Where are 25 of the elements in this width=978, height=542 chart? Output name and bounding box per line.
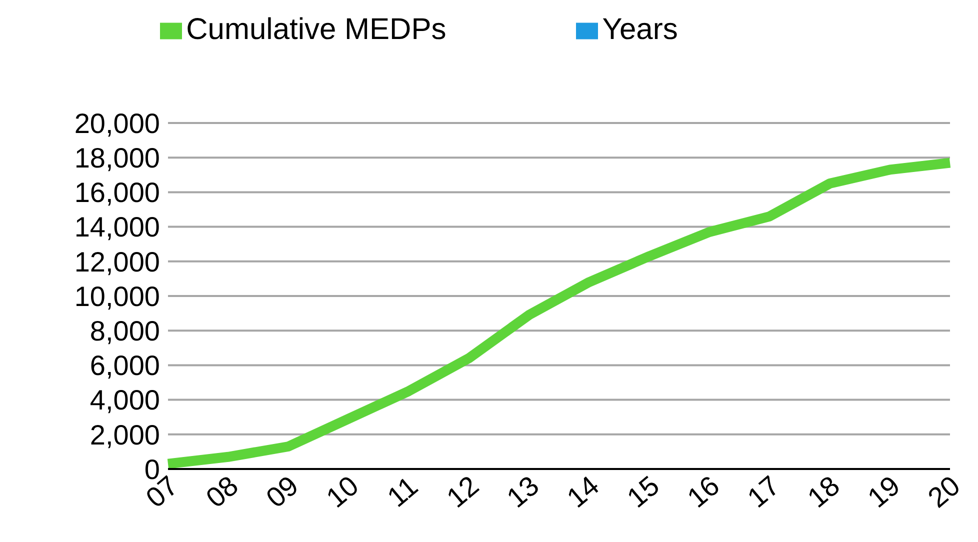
x-tick-label: 08 (200, 470, 244, 514)
x-tick-label: 17 (742, 470, 786, 514)
legend-label: Cumulative MEDPs (186, 13, 446, 46)
x-tick-label: 13 (500, 470, 545, 514)
x-tick-label: 14 (561, 470, 605, 514)
x-tick-label: 09 (260, 470, 304, 514)
x-tick-label: 18 (802, 470, 846, 514)
y-tick-label: 20,000 (74, 108, 160, 139)
y-tick-label: 10,000 (74, 280, 160, 312)
x-tick-label: 15 (621, 470, 666, 514)
y-tick-label: 12,000 (74, 246, 160, 278)
y-tick-label: 18,000 (74, 142, 160, 174)
y-tick-label: 14,000 (74, 212, 160, 243)
x-tick-label: 10 (320, 470, 364, 514)
y-tick-label: 6,000 (90, 350, 160, 382)
legend-label: Years (602, 13, 678, 46)
x-tick-label: 12 (440, 470, 485, 514)
x-tick-label: 19 (862, 470, 906, 514)
y-tick-label: 16,000 (74, 177, 160, 208)
x-tick-label: 11 (381, 470, 424, 513)
y-tick-label: 2,000 (90, 419, 160, 450)
y-tick-label: 8,000 (90, 316, 160, 347)
y-tick-label: 4,000 (90, 384, 160, 416)
x-tick-label: 20 (922, 470, 966, 514)
x-tick-label: 16 (681, 470, 726, 514)
